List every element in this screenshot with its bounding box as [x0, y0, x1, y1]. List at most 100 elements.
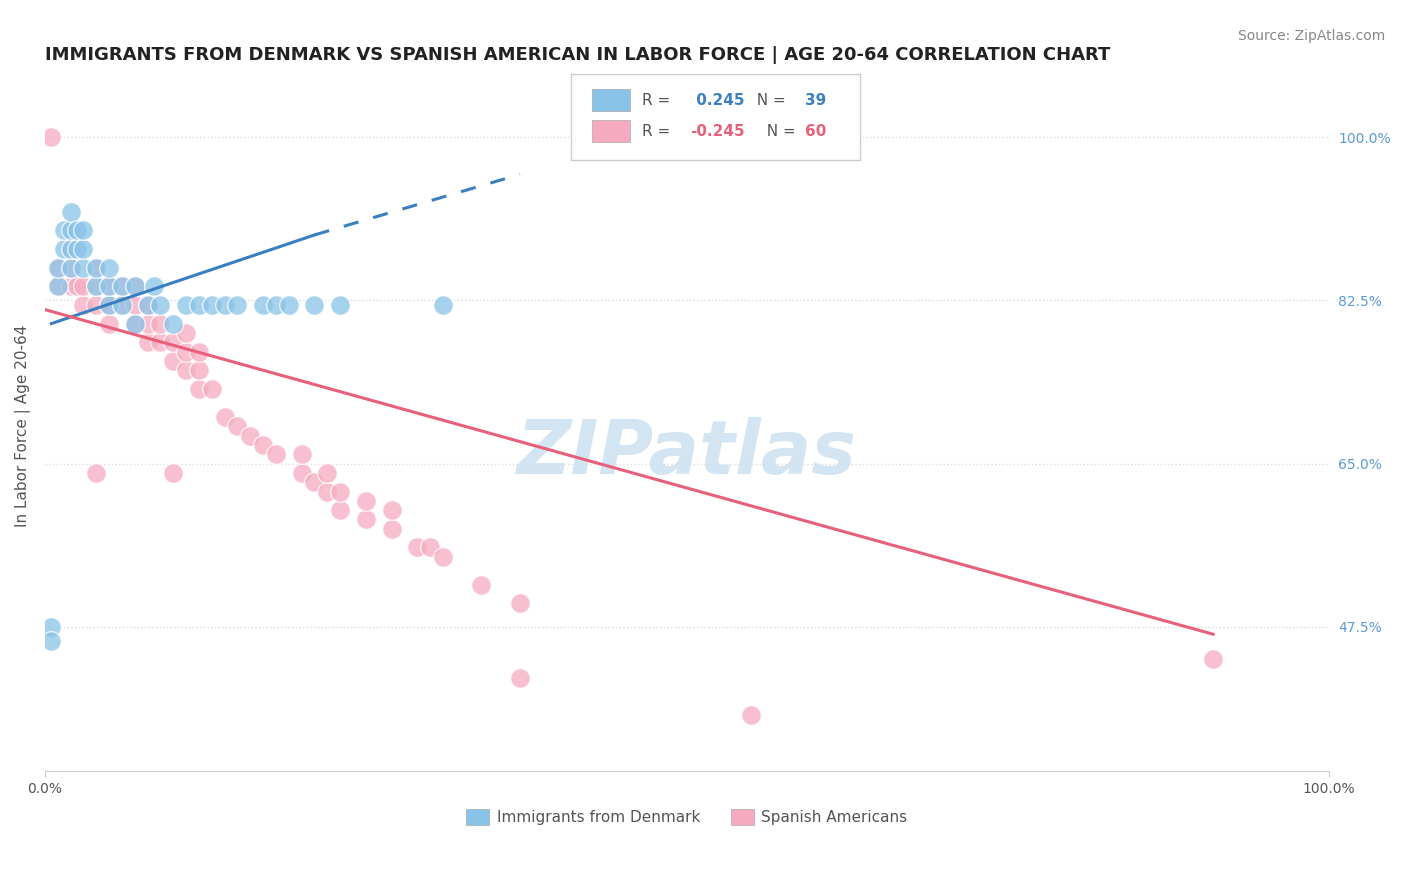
Point [124, 317, 146, 331]
Point [187, 298, 209, 312]
Point [329, 298, 352, 312]
Point [124, 317, 146, 331]
Point [72, 298, 94, 312]
Point [46, 279, 69, 293]
Point [46, 279, 69, 293]
Point [59, 260, 82, 275]
Point [187, 382, 209, 396]
Point [53, 223, 76, 237]
Point [98, 298, 121, 312]
Point [111, 279, 134, 293]
Point [354, 493, 377, 508]
Point [124, 298, 146, 312]
Point [432, 298, 454, 312]
Point [162, 354, 184, 368]
Point [354, 512, 377, 526]
Point [149, 298, 172, 312]
Point [39, 620, 62, 634]
Point [291, 466, 314, 480]
Point [380, 503, 402, 517]
Point [46, 260, 69, 275]
Text: -0.245: -0.245 [690, 124, 745, 139]
Point [124, 279, 146, 293]
Point [66, 242, 89, 256]
Point [406, 541, 429, 555]
Point [46, 260, 69, 275]
Point [59, 223, 82, 237]
Point [136, 298, 159, 312]
Text: IMMIGRANTS FROM DENMARK VS SPANISH AMERICAN IN LABOR FORCE | AGE 20-64 CORRELATI: IMMIGRANTS FROM DENMARK VS SPANISH AMERI… [45, 46, 1111, 64]
Text: R =: R = [643, 124, 675, 139]
Point [252, 298, 274, 312]
Point [214, 409, 236, 424]
Text: N =: N = [758, 124, 801, 139]
Y-axis label: In Labor Force | Age 20-64: In Labor Force | Age 20-64 [15, 325, 31, 527]
Point [98, 279, 121, 293]
Text: 60: 60 [804, 124, 827, 139]
Point [111, 279, 134, 293]
Point [162, 335, 184, 350]
Point [53, 242, 76, 256]
Text: 0.245: 0.245 [690, 93, 744, 108]
Point [470, 578, 492, 592]
Point [201, 298, 224, 312]
Point [329, 503, 352, 517]
Point [509, 671, 531, 685]
Point [39, 130, 62, 145]
Point [380, 522, 402, 536]
Point [509, 597, 531, 611]
Point [174, 344, 197, 359]
Point [98, 260, 121, 275]
Point [124, 279, 146, 293]
Point [59, 204, 82, 219]
FancyBboxPatch shape [592, 120, 630, 143]
Point [149, 317, 172, 331]
Point [72, 279, 94, 293]
Point [1202, 652, 1225, 666]
Point [98, 298, 121, 312]
Point [304, 298, 326, 312]
Point [329, 484, 352, 499]
Point [84, 298, 107, 312]
Point [264, 298, 287, 312]
Text: N =: N = [747, 93, 790, 108]
Point [84, 279, 107, 293]
Point [226, 419, 249, 434]
Point [72, 242, 94, 256]
Point [740, 708, 762, 723]
Point [84, 466, 107, 480]
Text: R =: R = [643, 93, 675, 108]
Point [39, 633, 62, 648]
Point [72, 223, 94, 237]
Point [84, 279, 107, 293]
FancyBboxPatch shape [571, 74, 860, 161]
Point [316, 466, 339, 480]
Point [277, 298, 299, 312]
Point [136, 298, 159, 312]
FancyBboxPatch shape [592, 89, 630, 112]
Point [111, 298, 134, 312]
Point [149, 335, 172, 350]
Point [98, 279, 121, 293]
Point [59, 242, 82, 256]
Point [111, 298, 134, 312]
Text: Source: ZipAtlas.com: Source: ZipAtlas.com [1237, 29, 1385, 43]
Point [174, 326, 197, 340]
Text: 39: 39 [804, 93, 827, 108]
Point [304, 475, 326, 490]
Point [84, 260, 107, 275]
Point [66, 279, 89, 293]
Point [84, 260, 107, 275]
Point [187, 344, 209, 359]
Point [98, 317, 121, 331]
Text: ZIPatlas: ZIPatlas [517, 417, 856, 491]
Point [72, 260, 94, 275]
Point [59, 242, 82, 256]
Point [59, 260, 82, 275]
Point [214, 298, 236, 312]
Point [187, 363, 209, 377]
Point [226, 298, 249, 312]
Point [143, 279, 166, 293]
Point [66, 223, 89, 237]
Point [201, 382, 224, 396]
